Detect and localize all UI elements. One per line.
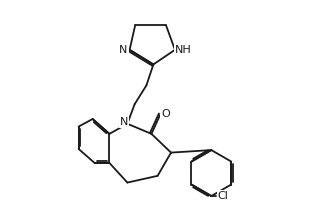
Text: O: O [161, 109, 170, 119]
Text: NH: NH [175, 45, 192, 55]
Text: N: N [120, 117, 128, 127]
Text: N: N [119, 45, 127, 55]
Text: Cl: Cl [217, 191, 228, 201]
